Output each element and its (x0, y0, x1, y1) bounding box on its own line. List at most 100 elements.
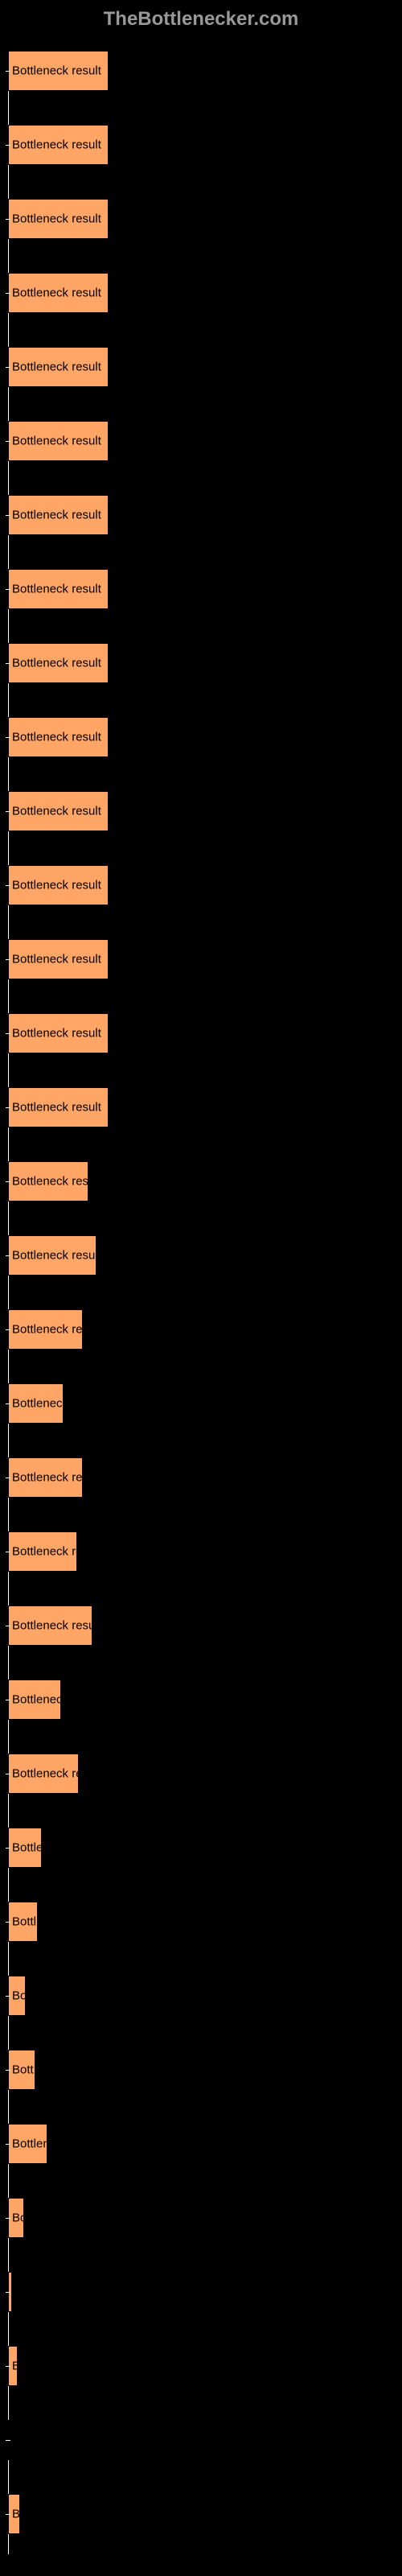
axis-tick (6, 71, 10, 72)
bar-row: Bo (8, 1976, 398, 2016)
axis-tick (6, 1255, 10, 1256)
bar: Bottleneck res (8, 1457, 83, 1498)
bar-row: Bo (8, 2198, 398, 2238)
bar: Bottleneck result (8, 1235, 96, 1276)
bar-row: Bottleneck (8, 1680, 398, 1720)
header-logo: TheBottlenecker.com (4, 8, 398, 31)
bar: Bottleneck (8, 1680, 61, 1720)
bar-label: Bottleneck res (12, 1471, 82, 1485)
bar-row: Bottleneck result (8, 273, 398, 313)
bar: Bottleneck result (8, 939, 109, 979)
bar: Bottleneck res (8, 1309, 83, 1350)
axis-tick (6, 2366, 10, 2367)
bar-label: Bottleneck (12, 1693, 60, 1707)
bar-label: Bottl (12, 1915, 36, 1929)
bar: Bottlen (8, 2124, 47, 2164)
axis-tick (6, 1329, 10, 1330)
bar: Bottleneck result (8, 1013, 109, 1053)
bar-label: Bottlen (12, 2137, 47, 2151)
bar-row: Bottleneck result (8, 643, 398, 683)
bar-label: Bottleneck result (12, 212, 101, 226)
bar-row: Bottleneck result (8, 1013, 398, 1053)
axis-tick (6, 885, 10, 886)
bar-label: Bottleneck result (12, 361, 101, 374)
bar-row: Bottleneck result (8, 125, 398, 165)
bar-label: Bottle (12, 1841, 41, 1855)
bar-row: Bottleneck res (8, 1309, 398, 1350)
axis-tick (6, 515, 10, 516)
bar-label: Bottleneck res (12, 1323, 82, 1337)
bar-label: Bottleneck result (12, 583, 101, 596)
bar-row: Bottleneck re (8, 1754, 398, 1794)
axis-tick (6, 2514, 10, 2515)
bar-row: Bottleneck re (8, 1531, 398, 1572)
bar: Bottleneck result (8, 569, 109, 609)
axis-tick (6, 1181, 10, 1182)
bar-row: Bottleneck result (8, 1087, 398, 1127)
axis-tick (6, 367, 10, 368)
bar: Bottleneck resul (8, 1605, 92, 1646)
axis-tick (6, 1033, 10, 1034)
bar: Bottle (8, 1828, 42, 1868)
bar: Bottleneck resu (8, 1161, 88, 1201)
bar: Bottleneck result (8, 51, 109, 91)
axis-tick (6, 145, 10, 146)
axis-tick (6, 737, 10, 738)
bar-row: Bottl (8, 1902, 398, 1942)
bar-label: B (12, 2508, 19, 2521)
bar-label: Bott (12, 2063, 34, 2077)
bar: Bottleneck result (8, 199, 109, 239)
bar-row: Bottleneck result (8, 939, 398, 979)
bar-row: Bottleneck result (8, 199, 398, 239)
bar-label: Bottleneck result (12, 435, 101, 448)
bar: Bottleneck result (8, 347, 109, 387)
bar-label: Bo (12, 2211, 23, 2225)
bar-label: Bottleneck result (12, 286, 101, 300)
bar-row: Bottlen (8, 2124, 398, 2164)
bar-label: B (12, 2360, 17, 2373)
bar-row: Bottleneck result (8, 717, 398, 757)
bar-label: Bottleneck result (12, 805, 101, 818)
bar-label: Bottleneck result (12, 953, 101, 967)
axis-tick (6, 1403, 10, 1404)
bar-label: Bottleneck result (12, 1249, 96, 1263)
axis-tick (6, 811, 10, 812)
bar-label: Bottleneck resu (12, 1175, 88, 1189)
bar-label: Bottleneck result (12, 138, 101, 152)
bar: Bottleneck (8, 1383, 64, 1424)
bar-row: Bott (8, 2050, 398, 2090)
bar: Bottleneck result (8, 421, 109, 461)
bar-row: B (8, 2494, 398, 2534)
chart-container: Bottleneck result Bottleneck result Bottle… (4, 51, 398, 2534)
bar: Bottl (8, 1902, 38, 1942)
bar: Bott (8, 2050, 35, 2090)
bar-label: Bottleneck result (12, 509, 101, 522)
bar: Bo (8, 1976, 26, 2016)
bar-row: Bottleneck result (8, 495, 398, 535)
axis-tick (6, 2070, 10, 2071)
bar-row (8, 2420, 398, 2460)
axis-tick (6, 2440, 10, 2441)
axis-tick (6, 2292, 10, 2293)
bar-row: Bottleneck result (8, 569, 398, 609)
bar-row: Bottleneck res (8, 1457, 398, 1498)
bar: Bottleneck result (8, 273, 109, 313)
axis-tick (6, 293, 10, 294)
bar-row: Bottleneck result (8, 347, 398, 387)
bar-label: Bottleneck result (12, 879, 101, 892)
bar: Bottleneck result (8, 865, 109, 905)
bar-label: Bottleneck (12, 1397, 63, 1411)
bar-label: Bottleneck result (12, 64, 101, 78)
bar-row: Bottle (8, 1828, 398, 1868)
bars-host: Bottleneck result Bottleneck result Bottle… (8, 51, 398, 2534)
axis-tick (6, 1107, 10, 1108)
bar-label: Bottleneck re (12, 1767, 78, 1781)
bar-row: Bottleneck result (8, 791, 398, 831)
bar-row: B (8, 2346, 398, 2386)
bar-row: Bottleneck result (8, 1235, 398, 1276)
bar-label: Bottleneck result (12, 1101, 101, 1115)
axis-tick (6, 2144, 10, 2145)
axis-tick (6, 2218, 10, 2219)
axis-tick (6, 663, 10, 664)
bar-row (8, 2272, 398, 2312)
